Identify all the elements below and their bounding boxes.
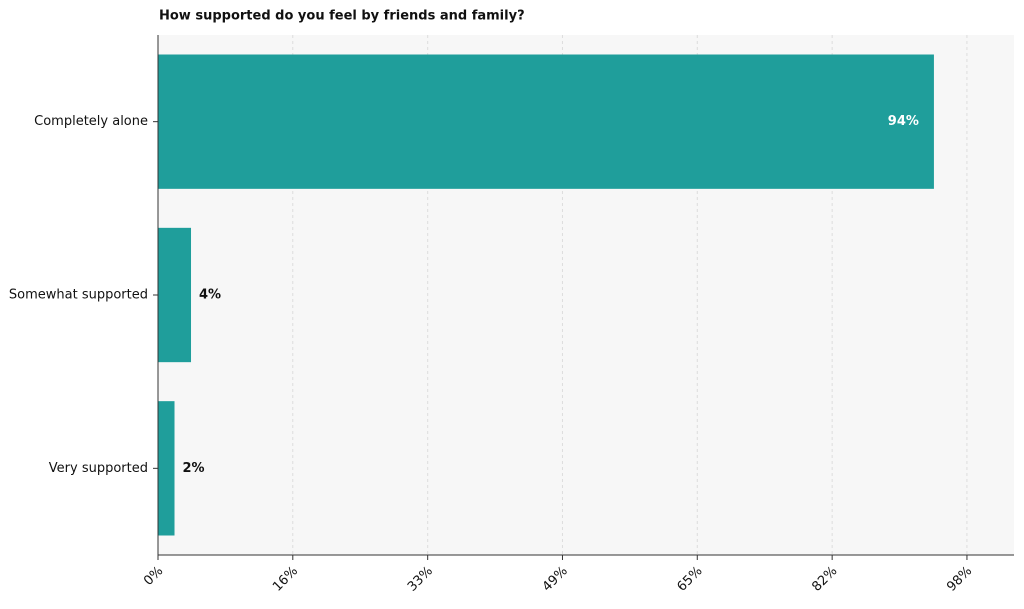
- chart-title: How supported do you feel by friends and…: [159, 9, 525, 24]
- y-tick-label: Somewhat supported: [9, 288, 148, 303]
- x-tick-label: 16%: [270, 564, 301, 595]
- x-tick-label: 49%: [540, 564, 571, 595]
- y-tick-label: Very supported: [49, 461, 148, 476]
- x-tick-label: 33%: [405, 564, 436, 595]
- x-tick-label: 82%: [809, 564, 840, 595]
- x-tick-label: 65%: [675, 564, 706, 595]
- y-tick-label: Completely alone: [34, 114, 148, 129]
- bar: [158, 54, 934, 189]
- bar: [158, 401, 175, 536]
- data-label: 94%: [888, 114, 919, 129]
- x-tick-label: 98%: [944, 564, 975, 595]
- data-label: 4%: [199, 288, 221, 303]
- bar: [158, 227, 192, 363]
- x-tick-label: 0%: [141, 564, 166, 589]
- data-label: 2%: [183, 461, 205, 476]
